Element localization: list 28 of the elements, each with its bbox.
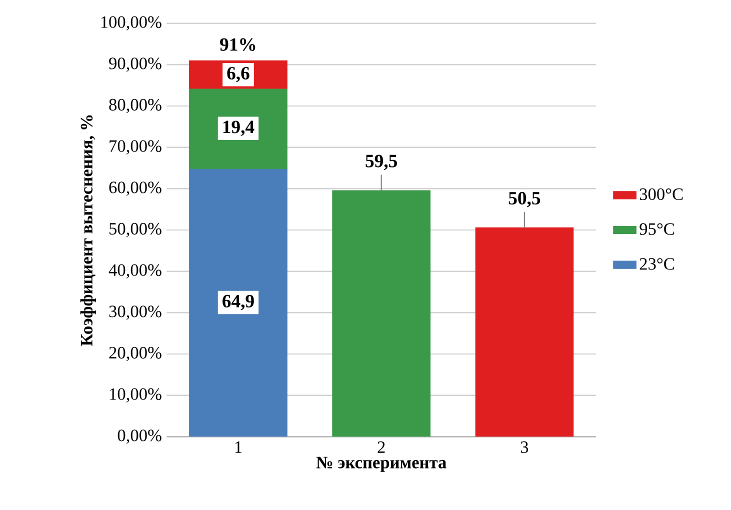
- y-tick-label: 60,00%: [109, 182, 162, 196]
- y-tick-label: 100,00%: [101, 16, 162, 30]
- bar: [332, 190, 431, 437]
- y-tick-label: 90,00%: [109, 58, 162, 72]
- x-axis-title: № эксперимента: [316, 456, 446, 472]
- x-tick-label: 2: [378, 441, 385, 453]
- data-label: 64,9: [222, 294, 254, 310]
- y-tick-label: 40,00%: [108, 264, 162, 278]
- y-tick-label: 70,00%: [110, 140, 162, 154]
- legend-label: 300°C: [640, 188, 683, 200]
- data-label: 50,5: [508, 192, 540, 208]
- data-label: 6,6: [227, 66, 250, 82]
- data-label: 59,5: [366, 154, 397, 170]
- bar: [189, 88, 288, 169]
- y-tick-label: 20,00%: [109, 346, 162, 362]
- legend-label: 95°C: [640, 223, 674, 235]
- y-axis-title: Коэффициент вытеснения, %: [80, 115, 96, 346]
- y-tick-label: 50,00%: [110, 222, 162, 238]
- total-label: 91%: [220, 38, 256, 51]
- y-tick-label: 10,00%: [110, 388, 162, 402]
- data-label: 19,4: [223, 120, 254, 136]
- y-tick-label: 0,00%: [118, 430, 162, 444]
- bar: [189, 168, 288, 437]
- x-tick-label: 3: [520, 441, 528, 454]
- y-tick-label: 80,00%: [109, 98, 162, 114]
- legend-label: 23°C: [640, 258, 674, 270]
- y-tick-label: 30,00%: [109, 306, 162, 320]
- x-tick-label: 1: [235, 441, 242, 453]
